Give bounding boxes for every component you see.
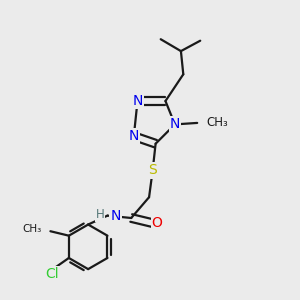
Text: S: S (148, 164, 157, 177)
Text: CH₃: CH₃ (207, 116, 229, 129)
Text: H: H (96, 208, 104, 221)
Text: N: N (132, 94, 143, 108)
Text: Cl: Cl (46, 267, 59, 281)
Text: O: O (152, 216, 163, 230)
Text: N: N (170, 117, 180, 131)
Text: N: N (110, 208, 121, 223)
Text: CH₃: CH₃ (23, 224, 42, 234)
Text: N: N (129, 129, 139, 143)
